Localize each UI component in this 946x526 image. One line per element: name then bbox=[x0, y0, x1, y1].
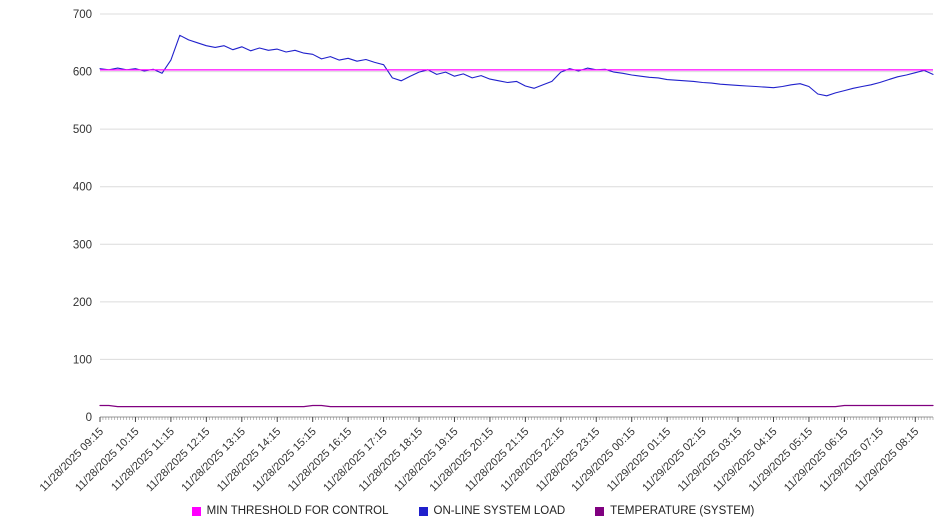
x-tick-label: 11/28/2025 20:15 bbox=[428, 426, 496, 494]
series-temperature-system bbox=[99, 404, 934, 408]
y-tick-label: 600 bbox=[73, 67, 92, 79]
y-tick-label: 300 bbox=[73, 239, 92, 251]
legend-label: TEMPERATURE (SYSTEM) bbox=[610, 505, 755, 517]
legend-swatch-icon bbox=[191, 506, 201, 516]
legend-swatch-icon bbox=[595, 506, 605, 516]
x-tick-label: 11/29/2025 03:15 bbox=[676, 426, 744, 494]
chart-legend: MIN THRESHOLD FOR CONTROL ON-LINE SYSTEM … bbox=[0, 502, 946, 520]
x-tick-label: 11/28/2025 12:15 bbox=[144, 426, 212, 494]
legend-label: MIN THRESHOLD FOR CONTROL bbox=[206, 505, 389, 517]
x-tick-label: 11/28/2025 13:15 bbox=[179, 426, 247, 494]
legend-item: MIN THRESHOLD FOR CONTROL bbox=[191, 505, 389, 517]
x-tick-label: 11/28/2025 19:15 bbox=[392, 426, 460, 494]
x-axis-major-ticks bbox=[99, 417, 916, 422]
x-tick-label: 11/29/2025 02:15 bbox=[640, 426, 708, 494]
legend-label: ON-LINE SYSTEM LOAD bbox=[433, 505, 566, 517]
y-axis-tick-labels: 0 100 200 300 400 500 600 700 bbox=[73, 9, 92, 424]
x-tick-label: 11/29/2025 07:15 bbox=[817, 426, 885, 494]
legend-item: ON-LINE SYSTEM LOAD bbox=[418, 505, 566, 517]
y-tick-label: 100 bbox=[73, 354, 92, 366]
x-tick-label: 11/28/2025 15:15 bbox=[250, 426, 318, 494]
legend-swatch-icon bbox=[418, 506, 428, 516]
x-tick-label: 11/28/2025 23:15 bbox=[534, 426, 602, 494]
legend-item: TEMPERATURE (SYSTEM) bbox=[595, 505, 754, 517]
x-tick-label: 11/29/2025 04:15 bbox=[711, 426, 779, 494]
x-tick-label: 11/29/2025 01:15 bbox=[605, 426, 673, 494]
x-tick-label: 11/28/2025 16:15 bbox=[286, 426, 354, 494]
x-tick-label: 11/29/2025 05:15 bbox=[747, 426, 815, 494]
y-tick-label: 0 bbox=[86, 412, 92, 424]
grid-horizontal bbox=[100, 13, 933, 360]
x-tick-label: 11/28/2025 17:15 bbox=[321, 426, 389, 494]
y-tick-label: 700 bbox=[73, 9, 92, 21]
y-tick-label: 500 bbox=[73, 124, 92, 136]
x-tick-label: 11/28/2025 09:15 bbox=[38, 426, 106, 494]
x-tick-label: 11/29/2025 08:15 bbox=[853, 426, 921, 494]
series-online-system-load bbox=[99, 34, 934, 97]
x-tick-label: 11/28/2025 22:15 bbox=[498, 426, 566, 494]
x-tick-label: 11/28/2025 10:15 bbox=[73, 426, 141, 494]
x-tick-label: 11/29/2025 00:15 bbox=[569, 426, 637, 494]
x-tick-label: 11/28/2025 21:15 bbox=[463, 426, 531, 494]
x-tick-label: 11/29/2025 06:15 bbox=[782, 426, 850, 494]
y-tick-label: 400 bbox=[73, 182, 92, 194]
x-tick-label: 11/28/2025 11:15 bbox=[109, 426, 177, 494]
x-axis-minor-ticks bbox=[99, 417, 934, 420]
x-tick-label: 11/28/2025 14:15 bbox=[215, 426, 283, 494]
x-tick-label: 11/28/2025 18:15 bbox=[357, 426, 425, 494]
y-tick-label: 200 bbox=[73, 297, 92, 309]
